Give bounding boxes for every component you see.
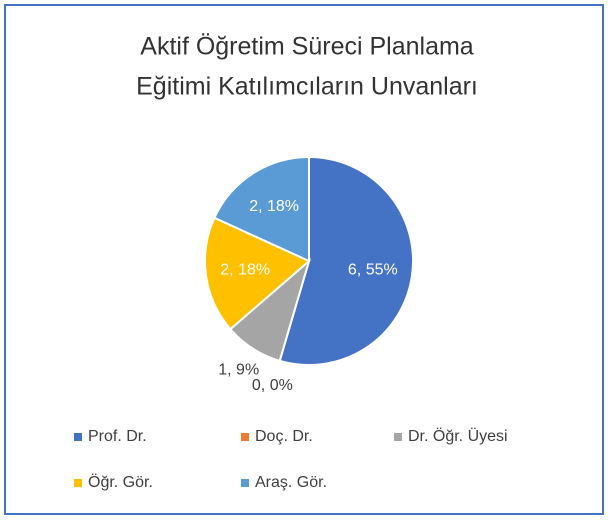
pie-slice — [204, 216, 311, 331]
data-label: 6, 55% — [348, 261, 398, 278]
legend-swatch — [74, 479, 82, 487]
pie-slice — [213, 155, 310, 263]
chart-title: Eğitimi Katılımcıların Unvanları — [136, 73, 478, 101]
pie-slice — [278, 155, 414, 366]
data-label: 1, 9% — [218, 362, 259, 379]
legend-swatch — [241, 433, 249, 441]
legend-label: Prof. Dr. — [88, 428, 147, 445]
legend-label: Doç. Dr. — [255, 428, 313, 445]
legend-swatch — [241, 479, 249, 487]
data-label: 2, 18% — [249, 198, 299, 215]
legend-swatch — [394, 433, 402, 441]
legend-swatch — [74, 433, 82, 441]
legend-label: Araş. Gör. — [255, 474, 327, 491]
data-label: 0, 0% — [252, 377, 293, 394]
data-label: 2, 18% — [220, 261, 270, 278]
legend-label: Öğr. Gör. — [88, 473, 153, 491]
legend-label: Dr. Öğr. Üyesi — [408, 427, 508, 445]
chart-title: Aktif Öğretim Süreci Planlama — [140, 33, 474, 61]
